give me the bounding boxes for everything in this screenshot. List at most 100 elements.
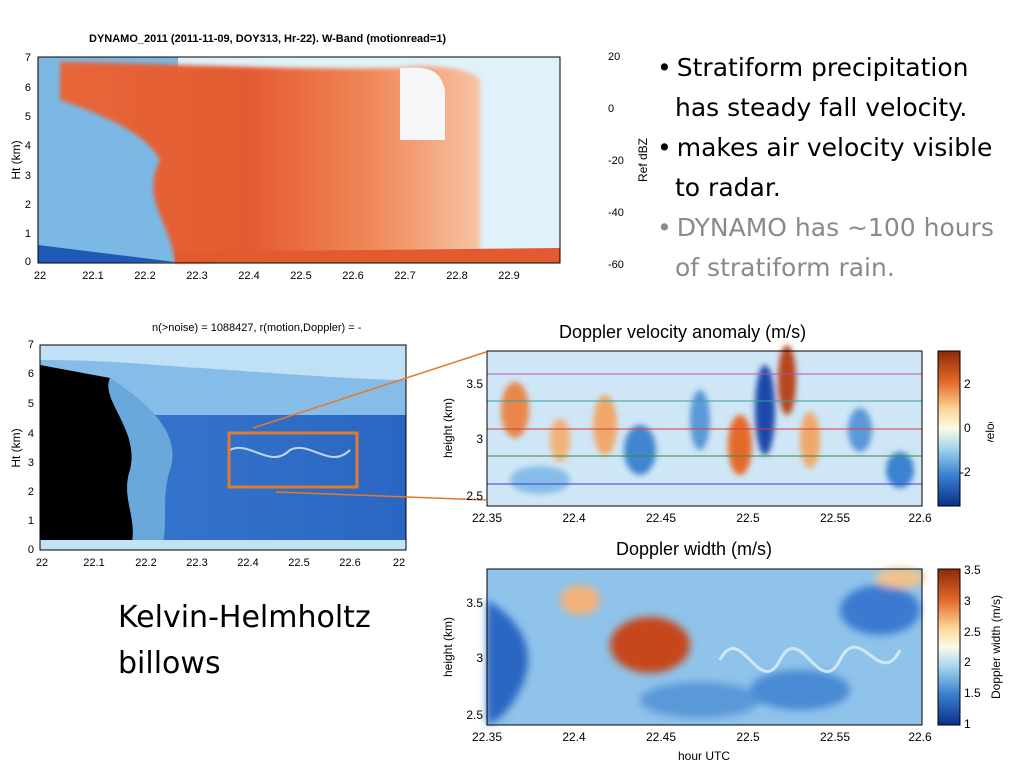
- kh-label: Kelvin-Helmholtz billows: [118, 600, 371, 681]
- doppler-width-chart: 2.5 3 3.5 height (km) 22.35 22.4 22.45 2…: [441, 563, 1003, 763]
- ytick: 7: [25, 52, 31, 64]
- ytick: 4: [25, 140, 31, 152]
- ytick: 3.5: [466, 377, 483, 391]
- width-cbar-label: Doppler width (m/s): [989, 595, 1003, 699]
- cbar-tick: 3.5: [964, 563, 981, 577]
- doppler-overview-heatmap: [40, 345, 406, 550]
- kh-highlight-box: [227, 431, 359, 489]
- cbar-tick: 3: [964, 594, 971, 608]
- ytick: 3.5: [466, 596, 483, 610]
- ytick: 1: [25, 228, 31, 240]
- xtick: 22.1: [83, 557, 104, 569]
- ytick: 5: [25, 111, 31, 123]
- xtick: 22.5: [288, 557, 309, 569]
- xtick: 22.35: [472, 511, 502, 525]
- bullet-item: • DYNAMO has ~100 hours of stratiform ra…: [657, 213, 994, 282]
- velocity-colorbar: 2 0 -2: [937, 350, 971, 507]
- xtick: 22.5: [736, 730, 760, 744]
- xtick: 22: [393, 557, 405, 569]
- overview-yticks: 0 1 2 3 4 5 6 7: [28, 339, 34, 556]
- xtick: 22.55: [820, 511, 850, 525]
- cbar-tick: -40: [608, 207, 624, 219]
- cbar-tick: -20: [608, 155, 624, 167]
- ytick: 3: [25, 170, 31, 182]
- velocity-xticks: 22.35 22.4 22.45 22.5 22.55 22.6: [472, 511, 932, 525]
- xtick: 22.35: [472, 730, 502, 744]
- cbar-tick: 2: [964, 377, 971, 391]
- doppler-overview-chart: 0 1 2 3 4 5 6 7 Ht (km) 22 22.1 22.2 22.…: [9, 339, 407, 569]
- ytick: 3: [476, 432, 483, 446]
- cbar-tick: 2: [964, 655, 971, 669]
- ytick: 2: [28, 486, 34, 498]
- xtick: 22.2: [134, 270, 155, 282]
- reflectivity-ylabel: Ht (km): [9, 140, 23, 179]
- ytick: 7: [28, 339, 34, 351]
- ytick: 2.5: [466, 708, 483, 722]
- xtick: 22.8: [446, 270, 467, 282]
- reflectivity-cbar-label: Ref dBZ: [636, 138, 650, 182]
- reflectivity-chart: 0 1 2 3 4 5 6 7 Ht (km) 22 22.1 22.2 22.…: [9, 52, 561, 282]
- cbar-tick: 1: [964, 717, 971, 731]
- velocity-ylabel: height (km): [441, 398, 455, 458]
- ytick: 4: [28, 428, 34, 440]
- doppler-width-title: Doppler width (m/s): [616, 539, 773, 559]
- bullet-list: • Stratiform precipitation has steady fa…: [657, 48, 1017, 288]
- ytick: 6: [25, 82, 31, 94]
- width-ylabel: height (km): [441, 617, 455, 677]
- xtick: 22.3: [186, 270, 207, 282]
- xtick: 22.7: [394, 270, 415, 282]
- reflectivity-xticks: 22 22.1 22.2 22.3 22.4 22.5 22.6 22.7 22…: [34, 270, 520, 282]
- cbar-tick: -60: [608, 259, 624, 271]
- bullet-item: • makes air velocity visible to radar.: [657, 133, 993, 202]
- ytick: 0: [28, 544, 34, 556]
- xtick: 22.45: [646, 511, 676, 525]
- velocity-yticks: 2.5 3 3.5: [466, 377, 483, 503]
- reflectivity-colorbar-labels: 20 0 -20 -40 -60 Ref dBZ: [608, 51, 650, 271]
- overview-xticks: 22 22.1 22.2 22.3 22.4 22.5 22.6 22: [36, 557, 405, 569]
- doppler-velocity-chart: 2.5 3 3.5 height (km) 22.35 22.4 22.45 2…: [441, 345, 997, 525]
- cbar-tick: 0: [964, 421, 971, 435]
- width-yticks: 2.5 3 3.5: [466, 596, 483, 722]
- cbar-tick: -2: [960, 465, 971, 479]
- ytick: 2: [25, 199, 31, 211]
- reflectivity-yticks: 0 1 2 3 4 5 6 7: [25, 52, 31, 268]
- bullet-item: • Stratiform precipitation has steady fa…: [657, 53, 969, 122]
- width-xlabel: hour UTC: [678, 749, 730, 763]
- xtick: 22.4: [562, 511, 586, 525]
- xtick: 22.2: [135, 557, 156, 569]
- xtick: 22.5: [290, 270, 311, 282]
- ytick: 0: [25, 256, 31, 268]
- xtick: 22.4: [237, 557, 258, 569]
- reflectivity-title: DYNAMO_2011 (2011-11-09, DOY313, Hr-22).…: [89, 33, 447, 45]
- xtick: 22: [34, 270, 46, 282]
- xtick: 22.9: [498, 270, 519, 282]
- ytick: 2.5: [466, 489, 483, 503]
- width-xticks: 22.35 22.4 22.45 22.5 22.55 22.6: [472, 730, 932, 744]
- xtick: 22.4: [238, 270, 259, 282]
- xtick: 22: [36, 557, 48, 569]
- cbar-tick: 0: [608, 103, 614, 115]
- velocity-cbar-label: Doppler velocity - 4 m/s: [983, 365, 997, 490]
- xtick: 22.6: [342, 270, 363, 282]
- xtick: 22.4: [562, 730, 586, 744]
- cbar-tick: 20: [608, 51, 620, 63]
- xtick: 22.55: [820, 730, 850, 744]
- xtick: 22.6: [908, 511, 932, 525]
- ytick: 5: [28, 398, 34, 410]
- doppler-velocity-heatmap: [487, 345, 922, 506]
- doppler-velocity-title: Doppler velocity anomaly (m/s): [559, 322, 807, 342]
- ytick: 1: [28, 515, 34, 527]
- overview-ylabel: Ht (km): [9, 428, 23, 467]
- xtick: 22.5: [736, 511, 760, 525]
- xtick: 22.3: [186, 557, 207, 569]
- xtick: 22.1: [82, 270, 103, 282]
- ytick: 3: [476, 651, 483, 665]
- ytick: 3: [28, 457, 34, 469]
- ytick: 6: [28, 368, 34, 380]
- reflectivity-heatmap: [38, 57, 560, 263]
- xtick: 22.6: [908, 730, 932, 744]
- overview-title: n(>noise) = 1088427, r(motion,Doppler) =…: [152, 322, 362, 334]
- cbar-tick: 2.5: [964, 625, 981, 639]
- doppler-width-heatmap: [487, 568, 925, 725]
